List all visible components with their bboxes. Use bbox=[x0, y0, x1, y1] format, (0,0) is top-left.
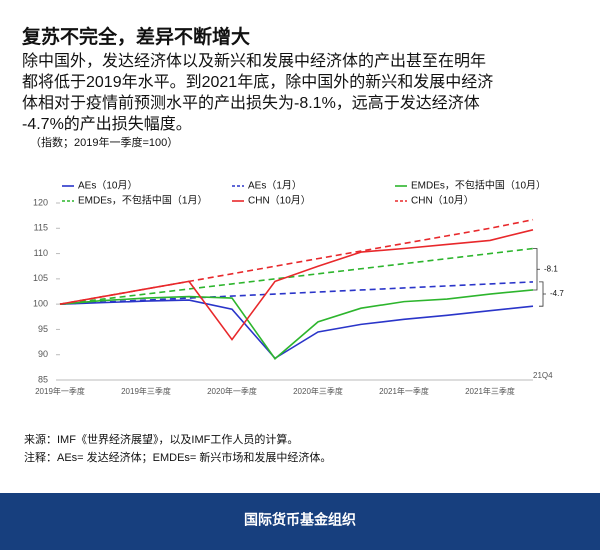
y-tick-label: 110 bbox=[34, 248, 48, 258]
series-line bbox=[59, 289, 534, 360]
series-line bbox=[59, 281, 534, 305]
x-tick-label: 2020年三季度 bbox=[293, 386, 343, 396]
y-tick-label: 120 bbox=[33, 197, 48, 207]
y-tick-label: 85 bbox=[38, 374, 48, 384]
y-tick-label: 95 bbox=[38, 324, 48, 334]
series-line bbox=[59, 218, 534, 305]
footer-bar bbox=[0, 493, 600, 550]
x-tick-label: 2021年三季度 bbox=[465, 386, 515, 396]
y-tick-label: 90 bbox=[38, 349, 48, 359]
legend-label: CHN（10月） bbox=[248, 195, 311, 207]
subtitle-line: -4.7%的产出损失幅度。 bbox=[22, 115, 192, 133]
y-tick-label: 100 bbox=[33, 299, 48, 309]
legend-label: CHN（10月） bbox=[411, 195, 474, 207]
legend-label: EMDEs，不包括中国（10月） bbox=[411, 179, 546, 192]
x-tick-label: 2021年一季度 bbox=[379, 386, 429, 396]
x-tick-label: 2019年一季度 bbox=[35, 386, 85, 396]
chart-title: 复苏不完全，差异不断增大 bbox=[21, 25, 250, 48]
legend-label: AEs（10月） bbox=[78, 180, 137, 192]
annotation: -8.1 bbox=[544, 264, 558, 273]
footer-text: 国际货币基金组织 bbox=[244, 512, 356, 528]
y-tick-label: 115 bbox=[34, 223, 48, 233]
x-tick-label: 2020年一季度 bbox=[207, 386, 257, 396]
series-line bbox=[59, 299, 534, 360]
footnote: 注释：AEs= 发达经济体；EMDEs= 新兴市场和发展中经济体。 bbox=[24, 450, 331, 464]
bracket bbox=[533, 248, 540, 291]
annotation: 21Q4 bbox=[533, 371, 553, 380]
subtitle-line: 都将低于2019年水平。到2021年底，除中国外的新兴和发展中经济 bbox=[22, 73, 493, 91]
subtitle-line: 除中国外，发达经济体以及新兴和发展中经济体的产出甚至在明年 bbox=[22, 52, 486, 70]
note: （指数；2019年一季度=100） bbox=[30, 135, 178, 149]
subtitle-line: 体相对于疫情前预测水平的产出损失为-8.1%，远高于发达经济体 bbox=[22, 94, 480, 112]
legend-label: AEs（1月） bbox=[248, 180, 302, 192]
bracket bbox=[539, 281, 546, 307]
annotation: -4.7 bbox=[550, 289, 564, 298]
x-tick-label: 2019年三季度 bbox=[121, 386, 171, 396]
y-tick-label: 105 bbox=[33, 273, 48, 283]
legend-label: EMDEs，不包括中国（1月） bbox=[78, 194, 207, 207]
source: 来源：IMF《世界经济展望》，以及IMF工作人员的计算。 bbox=[24, 432, 298, 446]
